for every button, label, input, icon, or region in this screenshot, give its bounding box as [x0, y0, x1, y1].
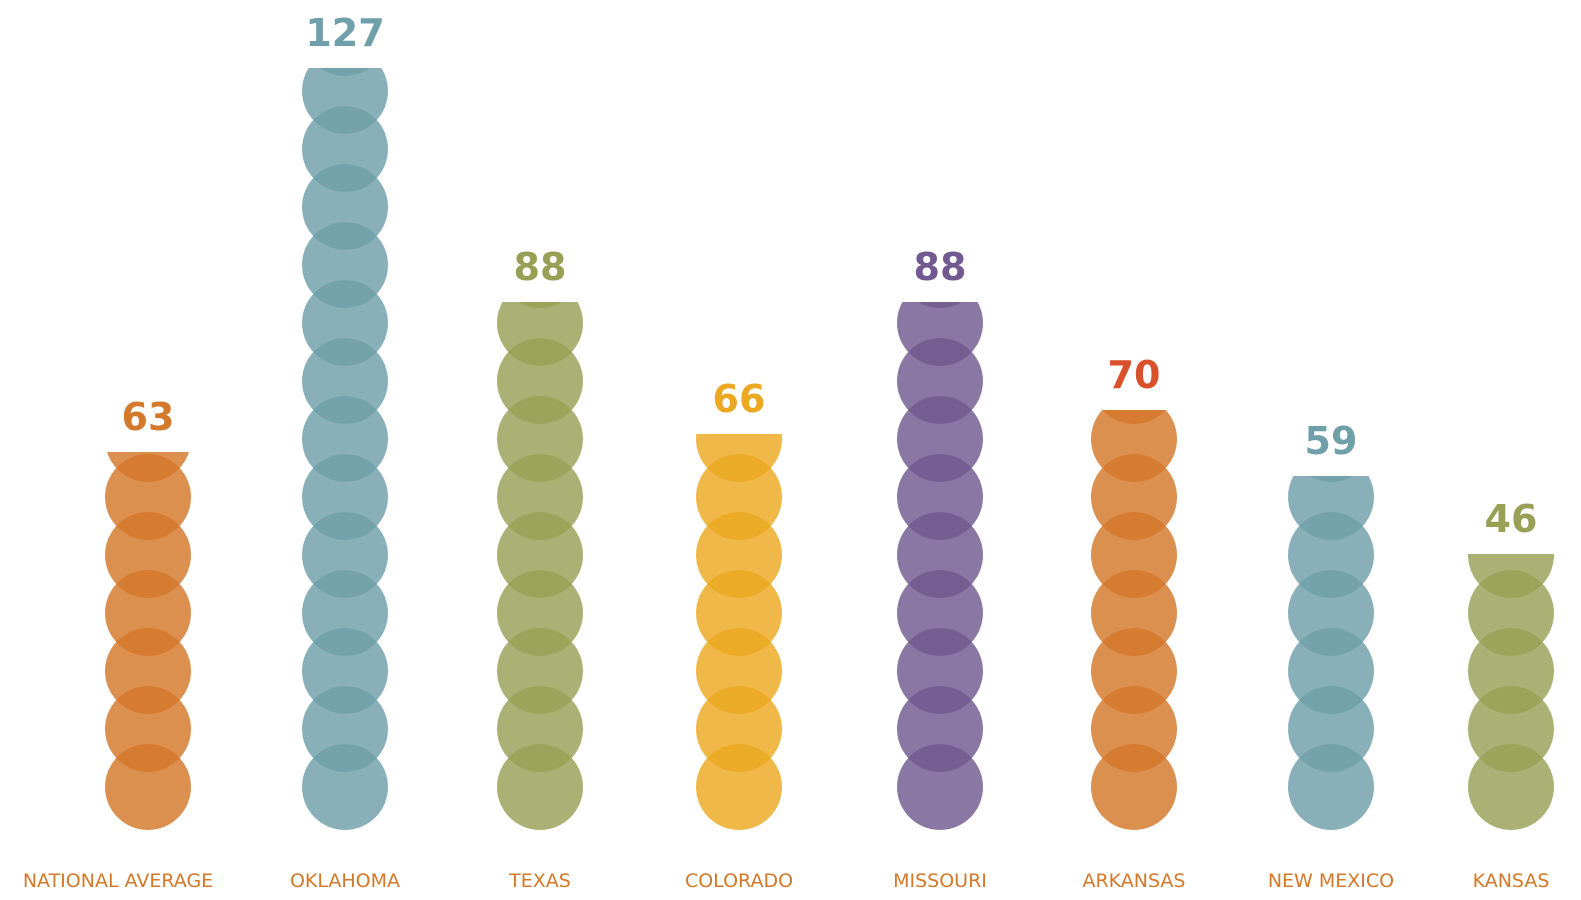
- value-label: 88: [914, 245, 967, 289]
- bar-circle: [1288, 476, 1374, 540]
- category-label: ARKANSAS: [1082, 870, 1185, 892]
- bar: [1288, 476, 1374, 830]
- value-label: 127: [305, 11, 384, 55]
- bar-circle: [302, 68, 388, 134]
- bar-circle: [1309, 476, 1353, 482]
- bar-circle: [696, 434, 782, 482]
- bar-circle: [518, 302, 562, 308]
- bar-circle: [107, 452, 189, 482]
- bar: [105, 452, 191, 830]
- category-label: OKLAHOMA: [290, 870, 400, 892]
- category-label: MISSOURI: [893, 870, 987, 892]
- category-label: NATIONAL AVERAGE: [23, 870, 213, 892]
- category-label: TEXAS: [508, 870, 571, 892]
- value-label: 88: [514, 245, 567, 289]
- bar-circle: [1102, 410, 1166, 424]
- bar: [302, 68, 388, 830]
- bar: [696, 434, 782, 830]
- bar: [497, 302, 583, 830]
- bar: [897, 302, 983, 830]
- value-label: 63: [122, 395, 175, 439]
- value-label: 66: [713, 377, 766, 421]
- category-label: NEW MEXICO: [1268, 870, 1394, 892]
- value-label: 70: [1108, 353, 1161, 397]
- bar-circle: [497, 302, 583, 366]
- bar-circle: [1091, 410, 1177, 482]
- bar: [1468, 554, 1554, 830]
- bar-circle: [320, 68, 370, 76]
- bar-circle: [918, 302, 962, 308]
- bar-circle: [897, 302, 983, 366]
- category-label: COLORADO: [685, 870, 793, 892]
- category-label: KANSAS: [1473, 870, 1550, 892]
- bar-circle: [1468, 554, 1554, 598]
- value-label: 46: [1485, 497, 1538, 541]
- value-label: 59: [1305, 419, 1358, 463]
- bar: [1091, 410, 1177, 830]
